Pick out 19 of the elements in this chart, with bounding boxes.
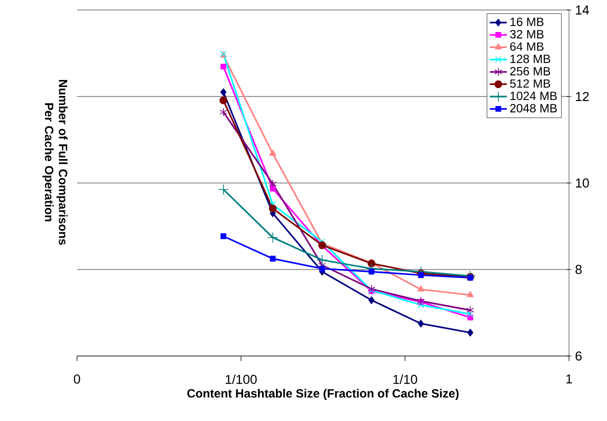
y-axis-title: Number of Full Comparisons Per Cache Operation — [42, 80, 68, 245]
legend-label: 2048 MB — [510, 104, 557, 112]
legend-label: 128 MB — [510, 54, 550, 64]
legend-label: 512 MB — [510, 79, 550, 88]
x-tick-label: 1 — [566, 374, 572, 384]
legend-label: 1024 MB — [510, 92, 557, 100]
x-tick-label: 1/100 — [226, 374, 257, 384]
y-tick-label: 10 — [576, 178, 589, 188]
legend-label: 256 MB — [510, 66, 550, 76]
x-tick-label: 1/10 — [393, 374, 418, 384]
y-tick-label: 14 — [576, 6, 590, 14]
x-tick-label: 0 — [74, 374, 80, 384]
legend-label: 64 MB — [510, 42, 544, 51]
y-tick-label: 8 — [576, 264, 582, 274]
y-tick-label: 6 — [576, 351, 582, 361]
y-tick-label: 12 — [576, 92, 589, 102]
x-axis-title: Content Hashtable Size (Fraction of Cache Size) — [187, 388, 459, 400]
legend-label: 32 MB — [510, 30, 544, 38]
legend-label: 16 MB — [510, 18, 544, 26]
